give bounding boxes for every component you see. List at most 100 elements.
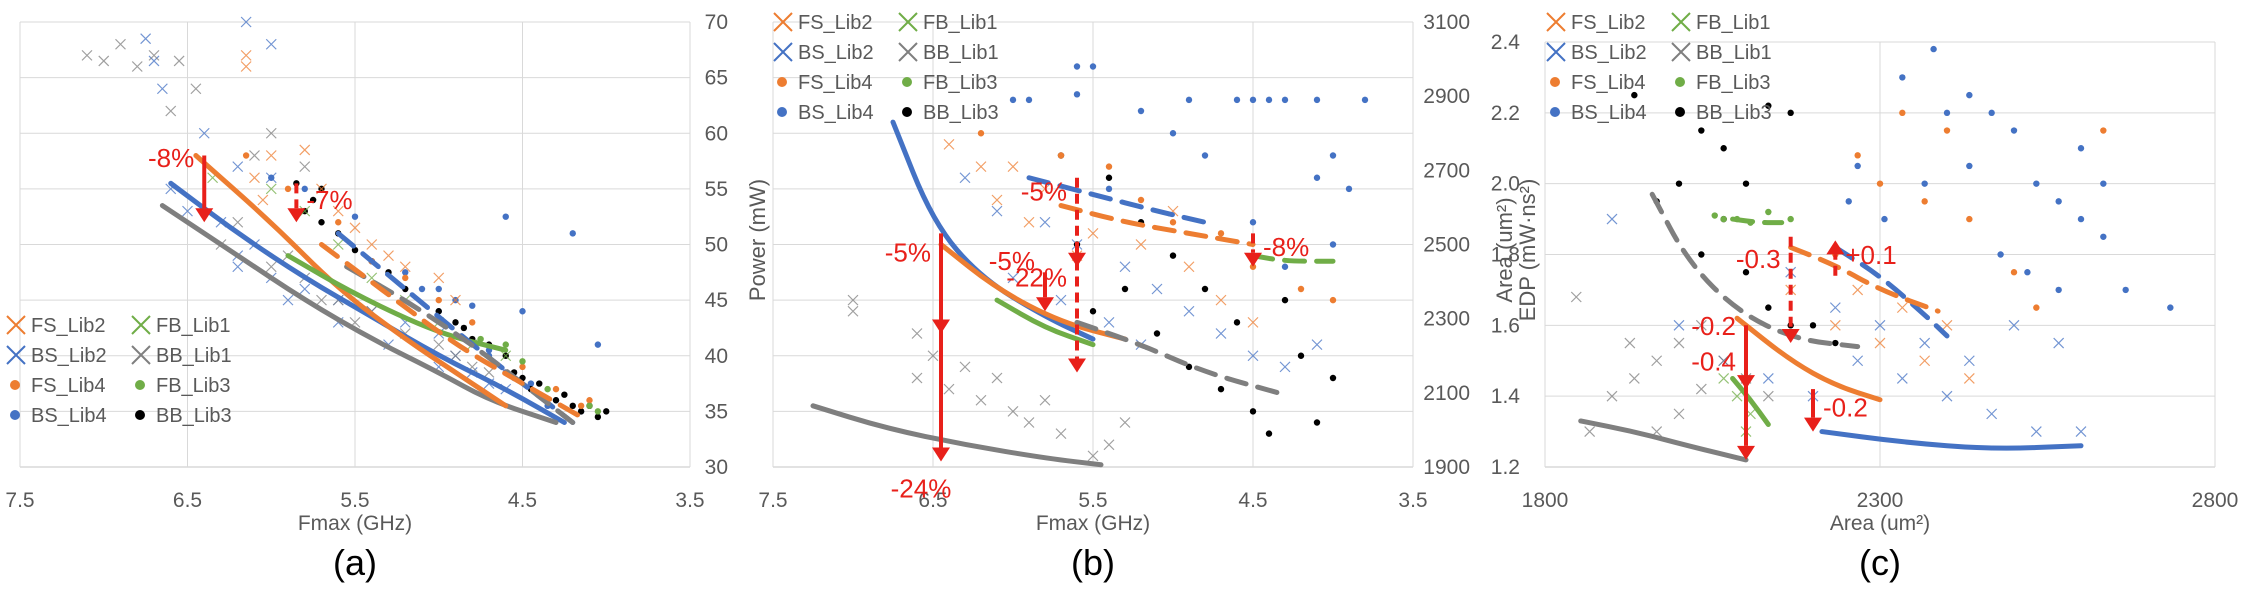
annotation-arrowhead	[195, 208, 214, 223]
legend-marker-x	[1671, 12, 1691, 32]
trend-curve	[285, 253, 509, 353]
data-point-x	[1584, 426, 1596, 438]
legend-label: FS_Lib4	[31, 375, 106, 397]
data-point-dot	[1249, 408, 1257, 415]
legend-item: BB_Lib1	[131, 345, 232, 367]
data-point-x	[240, 49, 252, 61]
legend: FS_Lib2 FB_Lib1 BS_Lib2 BB_Lib1 FS_Lib4 FB_Li…	[6, 315, 232, 427]
data-point-x	[316, 294, 327, 306]
y-tick-label: 1.4	[1491, 385, 1521, 408]
data-point-dot	[1742, 180, 1750, 187]
data-point-dot	[1720, 215, 1727, 223]
data-point-x	[483, 367, 495, 378]
data-point-dot	[1105, 174, 1113, 181]
data-point-x	[2075, 426, 2087, 438]
data-point-x	[232, 261, 244, 273]
legend-marker-x	[898, 42, 918, 62]
data-point-dot	[1698, 251, 1705, 258]
annotations: -5% -5% -5% -8% -22% -24%	[885, 176, 1310, 503]
data-point-dot	[1233, 319, 1241, 326]
data-point-dot	[1832, 339, 1839, 347]
data-point-dot	[402, 269, 409, 276]
data-point-dot	[301, 185, 308, 193]
data-point-x	[1963, 355, 1975, 367]
legend-item: BS_Lib2	[6, 345, 107, 367]
data-point-dot	[1169, 252, 1177, 259]
data-point-x	[299, 205, 311, 217]
data-point-dot	[418, 285, 426, 293]
data-point-dot	[1845, 198, 1852, 205]
data-point-dot	[1765, 102, 1772, 109]
data-point-x	[450, 294, 461, 306]
data-point-dot	[1217, 230, 1225, 237]
data-point-dot	[569, 402, 576, 410]
trend-curve	[1730, 375, 1771, 427]
data-point-dot	[502, 213, 509, 220]
legend-marker-x	[1671, 42, 1691, 62]
data-point-dot	[2100, 233, 2107, 240]
data-point-x	[1039, 394, 1051, 406]
data-point-dot	[1329, 152, 1337, 159]
x-tick-label: 4.5	[1238, 489, 1267, 512]
data-point-dot	[544, 385, 551, 393]
data-point-dot	[435, 285, 442, 293]
data-point-x	[1695, 383, 1707, 395]
panel-label: (b)	[1071, 542, 1115, 583]
data-point-dot	[402, 274, 409, 282]
data-point-dot	[1313, 174, 1321, 181]
data-point-dot	[452, 319, 459, 326]
data-point-x	[1151, 283, 1163, 295]
scatter-points	[847, 63, 1369, 462]
data-point-x	[1874, 319, 1886, 331]
data-point-x	[1624, 337, 1636, 349]
data-point-x	[991, 194, 1003, 206]
data-point-x	[1183, 261, 1195, 273]
data-point-x	[1673, 408, 1685, 420]
legend-item: BB_Lib1	[898, 42, 999, 64]
data-point-dot	[1698, 127, 1705, 134]
data-point-x	[1606, 390, 1618, 402]
trend-curve-dashed	[1730, 216, 1785, 226]
y-tick-label: 30	[705, 456, 728, 479]
panel-1: 7.5 6.5 5.5 4.5 3.5 Fmax (GHz) (a) -8% -7% FS_Lib…	[5, 16, 705, 583]
data-point-x	[257, 194, 269, 206]
legend-item: FB_Lib3	[902, 72, 998, 94]
annotation-arrowhead	[1737, 445, 1755, 460]
data-point-x	[383, 250, 394, 262]
data-point-x	[173, 55, 185, 67]
y-tick-label: 2.2	[1491, 102, 1520, 125]
data-point-x	[991, 372, 1003, 384]
data-point-dot	[1899, 109, 1906, 117]
data-point-dot	[2055, 198, 2062, 205]
data-point-dot	[469, 302, 476, 309]
data-point-dot	[1201, 152, 1209, 159]
trend-curves	[810, 119, 1336, 468]
data-point-x	[959, 172, 971, 184]
data-point-x	[1941, 390, 1953, 402]
data-point-x	[1852, 284, 1864, 296]
annotation-label: -7%	[306, 185, 352, 215]
annotations: -8% -7%	[148, 143, 353, 223]
data-point-dot	[594, 413, 602, 421]
x-tick-label: 5.5	[340, 489, 369, 512]
data-point-x	[232, 216, 244, 228]
data-point-dot	[1185, 96, 1193, 104]
secondary-y-tick-label: 2700	[1423, 159, 1470, 182]
data-point-x	[1247, 316, 1259, 328]
data-point-dot	[1345, 185, 1353, 193]
data-point-dot	[1787, 215, 1794, 223]
data-point-x	[115, 38, 126, 50]
data-point-x	[847, 294, 859, 306]
legend-marker-dot	[777, 107, 787, 117]
data-point-x	[911, 372, 923, 384]
legend-marker-dot	[135, 410, 145, 420]
legend-marker-dot	[1675, 77, 1685, 87]
legend-marker-dot	[1550, 107, 1560, 117]
data-point-x	[1718, 355, 1730, 367]
data-point-dot	[2055, 286, 2062, 294]
annotation-label: -0.2	[1823, 392, 1868, 422]
data-point-x	[1007, 272, 1019, 284]
data-point-dot	[318, 219, 325, 226]
data-point-x	[1183, 305, 1195, 317]
data-point-dot	[2100, 180, 2107, 187]
